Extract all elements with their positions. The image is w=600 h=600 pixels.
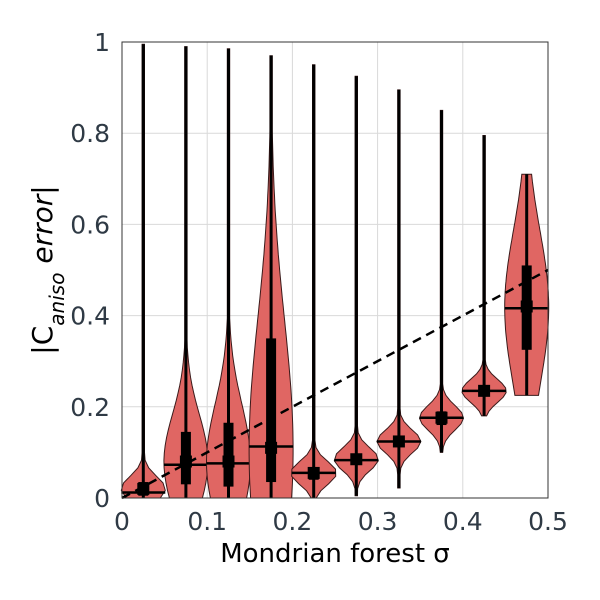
x-tick-label: 0 [114,507,130,536]
violin-iqr-box [266,338,277,483]
y-tick-label: 0.2 [70,393,110,422]
violin-median-marker [520,300,533,313]
x-tick-label: 0.4 [443,507,483,536]
y-tick-label: 0.4 [70,302,110,331]
tick-labels: 0 0.1 0.2 0.3 0.4 0.5 0 0.2 0.4 0.6 0.8 1 [70,28,568,536]
plot-frame [121,41,549,499]
x-tick-label: 0.3 [358,507,398,536]
trend-line [121,268,549,500]
y-axis-label-subscript: aniso [45,273,69,326]
x-axis-label: Mondrian forest σ [220,539,450,569]
trend-line-layer [121,268,549,500]
violin-median-marker [265,441,278,454]
y-axis-label-prefix: |C [26,326,59,355]
x-tick-label: 0.2 [273,507,313,536]
violins [120,43,550,499]
violin-iqr-box [223,422,234,487]
y-tick-label: 0.8 [70,119,110,148]
y-axis-label-suffix: error| [26,185,59,272]
x-tick-label: 0.5 [528,507,568,536]
y-axis-label: |Caniso error| [26,185,69,354]
x-tick-label: 0.1 [187,507,227,536]
y-tick-label: 0 [94,484,110,513]
violin-median-marker [222,455,235,468]
y-tick-label: 0.6 [70,210,110,239]
y-tick-label: 1 [94,28,110,57]
